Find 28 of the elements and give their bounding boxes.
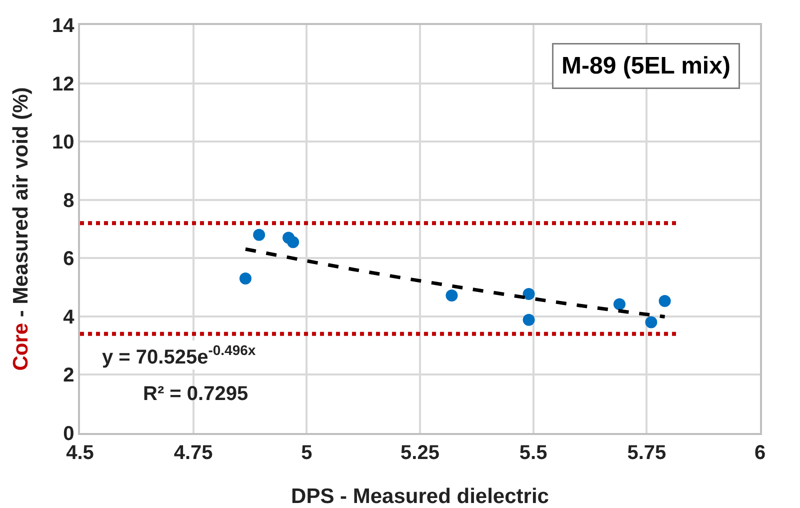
y-tick-label: 10 <box>52 132 74 154</box>
point <box>239 272 252 285</box>
point <box>613 298 626 310</box>
annotation: y = 70.525e$^{-0.496x}$ <box>102 342 256 368</box>
point <box>658 294 671 307</box>
x-tick-label: 5.75 <box>627 442 666 464</box>
y-tick-label: 14 <box>52 15 76 37</box>
x-tick-label: 6 <box>754 442 766 464</box>
point <box>522 288 535 300</box>
x-tick-label: 5 <box>301 442 312 464</box>
annotation: M-89 (5EL mix) <box>562 52 730 80</box>
y-tick-label: 4 <box>63 306 76 328</box>
point <box>287 236 300 248</box>
y-tick-label: 6 <box>63 248 74 270</box>
x-axis-title: DPS - Measured dielectric <box>291 485 550 508</box>
point <box>253 228 266 241</box>
x-tick-label: 5.5 <box>519 442 548 464</box>
y-tick-label: 2 <box>63 364 74 387</box>
y-tick-label: 8 <box>63 190 74 212</box>
point <box>645 316 658 328</box>
point <box>446 289 458 302</box>
line-series <box>244 247 667 318</box>
y-tick-label: 12 <box>52 73 74 96</box>
x-tick-label: 4.75 <box>174 442 213 464</box>
x-tick-label: 5.25 <box>400 442 440 464</box>
y-axis-title: Core - Measured air void (%) <box>10 87 32 371</box>
annotation: R² = 0.7295 <box>143 383 248 405</box>
point <box>522 314 535 326</box>
